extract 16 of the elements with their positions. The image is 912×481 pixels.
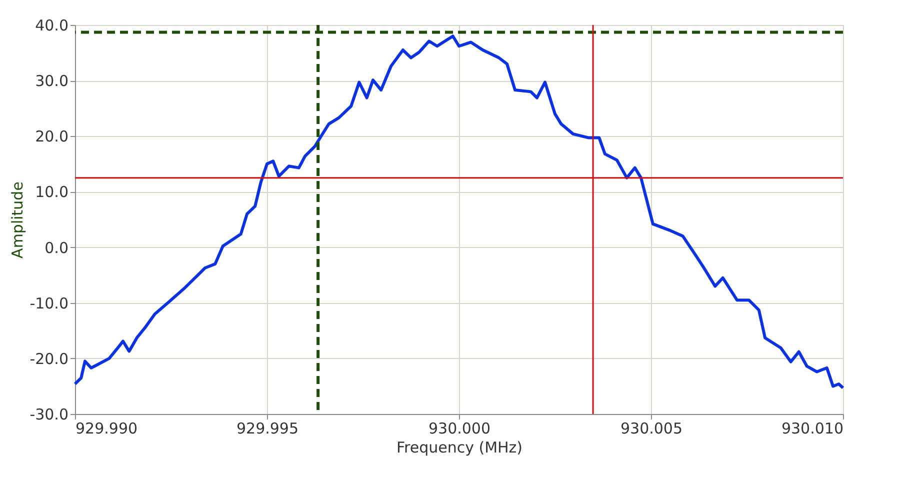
x-tick-label: 930.005 <box>620 420 683 438</box>
line-series <box>74 34 844 390</box>
y-tick-label: 0.0 <box>44 238 68 257</box>
y-tick-label: -30.0 <box>30 406 68 424</box>
y-tick-label: 40.0 <box>35 16 68 34</box>
x-tick-label: 930.000 <box>428 420 491 438</box>
y-tick-label: -20.0 <box>30 350 68 368</box>
x-tick-label: 930.010 <box>781 420 844 438</box>
y-axis-title: Amplitude <box>8 182 27 258</box>
x-tick-label: 929.995 <box>236 420 299 438</box>
x-axis-title: Frequency (MHz) <box>396 438 523 456</box>
y-tick-label: 10.0 <box>35 183 68 202</box>
y-tick-label: -10.0 <box>30 294 68 312</box>
x-tick-label: 929.990 <box>76 420 138 438</box>
y-tick-label: 30.0 <box>35 72 68 90</box>
y-tick-label: 20.0 <box>35 128 68 146</box>
